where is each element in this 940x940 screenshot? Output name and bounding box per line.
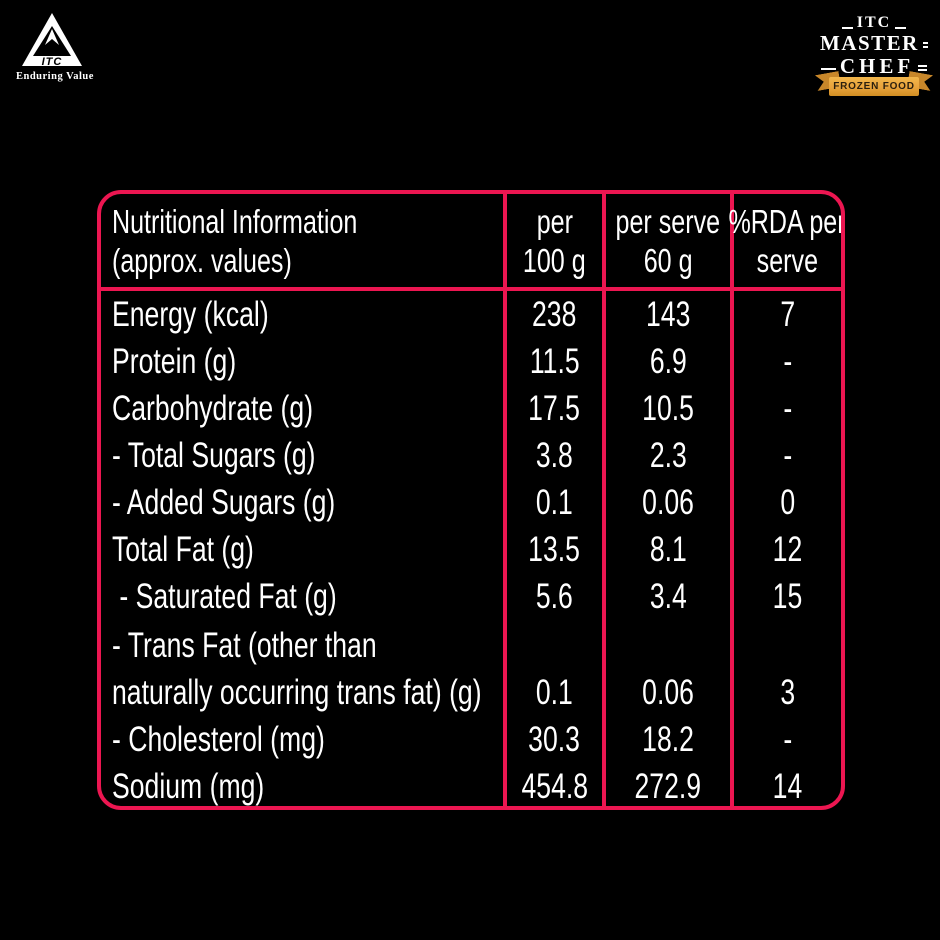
table-row-energy: Energy (kcal) 238 143 7: [101, 291, 841, 338]
value-per-100g: 11.5: [529, 342, 580, 381]
row-label-line2: naturally occurring trans fat) (g): [112, 673, 482, 712]
row-label: Protein (g): [112, 342, 237, 381]
decorative-rule-icon: [820, 68, 836, 70]
value-per-100g: 0.1: [536, 673, 573, 712]
value-rda: 7: [780, 295, 795, 334]
row-label-line1: - Trans Fat (other than: [112, 626, 377, 665]
row-label: Energy (kcal): [112, 295, 269, 334]
value-rda: 12: [772, 530, 803, 569]
table-row-carbohydrate: Carbohydrate (g) 17.5 10.5 -: [101, 385, 841, 432]
table-row-added-sugars: - Added Sugars (g) 0.1 0.06 0: [101, 479, 841, 526]
value-per-serve: 3.4: [649, 577, 687, 616]
double-rule-icon: [922, 42, 928, 48]
header-title-line1: Nutritional Information: [112, 202, 358, 240]
row-label: - Added Sugars (g): [112, 483, 336, 522]
value-per-serve: 6.9: [649, 342, 687, 381]
table-row-trans-fat: - Trans Fat (other than naturally occurr…: [101, 620, 841, 716]
table-row-sodium: Sodium (mg) 454.8 272.9 14: [101, 763, 841, 806]
value-per-serve: 272.9: [634, 767, 702, 806]
masterchef-logo: ITC MASTER CHEF FROZEN FOOD: [820, 15, 928, 96]
value-rda: 14: [772, 767, 803, 806]
row-label: Sodium (mg): [112, 767, 265, 806]
itc-tagline: Enduring Value: [16, 71, 94, 82]
value-per-100g: 238: [532, 295, 577, 334]
value-per-100g: 5.6: [536, 577, 573, 616]
value-per-serve: 143: [645, 295, 691, 334]
table-row-cholesterol: - Cholesterol (mg) 30.3 18.2 -: [101, 716, 841, 763]
itc-logo: ITC Enduring Value: [16, 12, 94, 82]
table-header-row: Nutritional Information (approx. values)…: [101, 194, 841, 291]
value-rda: -: [783, 436, 792, 475]
frozen-food-ribbon-label: FROZEN FOOD: [829, 77, 919, 96]
decorative-rule-icon: [895, 27, 907, 29]
table-row-protein: Protein (g) 11.5 6.9 -: [101, 338, 841, 385]
frozen-food-ribbon: FROZEN FOOD: [816, 72, 932, 100]
value-per-100g: 454.8: [521, 767, 588, 806]
value-per-100g: 30.3: [528, 720, 581, 759]
row-label: Total Fat (g): [112, 530, 254, 569]
value-per-serve: 0.06: [642, 673, 694, 712]
header-nutritional-information: Nutritional Information (approx. values): [101, 194, 503, 287]
value-per-serve: 10.5: [642, 389, 694, 428]
table-row-total-sugars: - Total Sugars (g) 3.8 2.3 -: [101, 432, 841, 479]
header-rda-per-serve: %RDA per serve: [729, 194, 841, 287]
value-rda: 15: [772, 577, 803, 616]
value-per-serve: 18.2: [642, 720, 694, 759]
itc-logo-text: ITC: [42, 56, 63, 68]
value-rda: -: [783, 720, 792, 759]
row-label: - Total Sugars (g): [112, 436, 316, 475]
masterchef-chef-text: CHEF: [839, 54, 915, 78]
header-title-line2: (approx. values): [112, 241, 292, 279]
table-row-total-fat: Total Fat (g) 13.5 8.1 12: [101, 526, 841, 573]
value-per-100g: 13.5: [528, 530, 581, 569]
masterchef-line-itc: ITC: [820, 15, 928, 31]
value-rda: 3: [780, 673, 795, 712]
row-label: - Saturated Fat (g): [112, 577, 337, 616]
value-rda: 0: [780, 483, 795, 522]
masterchef-line-chef: CHEF: [820, 56, 928, 77]
masterchef-master-text: MASTER: [820, 31, 919, 55]
table-row-saturated-fat: - Saturated Fat (g) 5.6 3.4 15: [101, 573, 841, 620]
value-per-serve: 2.3: [649, 436, 687, 475]
nutrition-table: Nutritional Information (approx. values)…: [97, 190, 845, 810]
row-label: - Cholesterol (mg): [112, 720, 325, 759]
value-per-serve: 0.06: [642, 483, 694, 522]
value-per-100g: 0.1: [536, 483, 573, 522]
value-rda: -: [783, 389, 792, 428]
itc-triangle-icon: ITC: [22, 13, 82, 68]
row-label: Carbohydrate (g): [112, 389, 314, 428]
double-rule-icon: [918, 65, 928, 71]
header-per-100g: per 100 g: [503, 194, 602, 287]
decorative-rule-icon: [841, 27, 853, 29]
value-per-100g: 17.5: [528, 389, 581, 428]
masterchef-itc-text: ITC: [856, 14, 892, 31]
masterchef-line-master: MASTER: [820, 33, 928, 54]
value-per-100g: 3.8: [536, 436, 573, 475]
header-per-serve: per serve 60 g: [602, 194, 730, 287]
value-per-serve: 8.1: [649, 530, 687, 569]
value-rda: -: [783, 342, 792, 381]
